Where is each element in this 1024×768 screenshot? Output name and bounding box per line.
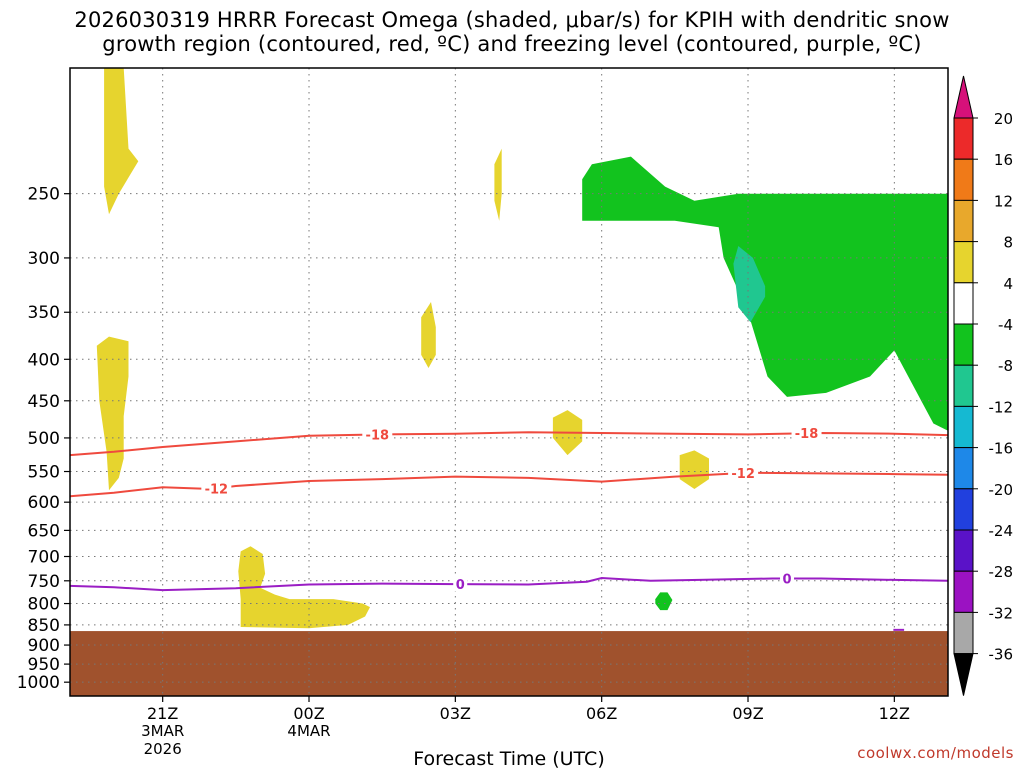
- x-tick-label-21Z: 21Z: [147, 704, 178, 723]
- colorbar-box-5: [953, 323, 974, 366]
- y-axis: 2503003504004505005506006507007508008509…: [17, 185, 70, 693]
- x-tick-label-09Z: 09Z: [732, 704, 763, 723]
- dgz-contour-1-label-0: -12: [205, 482, 229, 497]
- y-tick-label-450: 450: [28, 392, 60, 412]
- y-tick-label-600: 600: [28, 493, 60, 513]
- colorbar-label-7: -12: [989, 398, 1014, 416]
- y-tick-label-950: 950: [28, 655, 60, 675]
- colorbar-box-2: [953, 199, 974, 243]
- x-tick-sublabel-00Z: 4MAR: [287, 722, 330, 740]
- omega-region-6: [238, 546, 370, 629]
- omega-region-5: [679, 450, 709, 489]
- chart-title-line-2: growth region (contoured, red, ºC) and f…: [102, 32, 922, 56]
- colorbar-label-8: -16: [989, 440, 1014, 458]
- freezing-contour-0-label-1: 0: [783, 572, 792, 587]
- dgz-contour-0-label-bg-1: [791, 426, 822, 441]
- colorbar-box-8: [953, 447, 974, 490]
- dgz-contour-1-label-1: -12: [731, 467, 755, 482]
- x-tick-sublabel2-21Z: 2026: [144, 740, 182, 758]
- colorbar-label-3: 8: [1003, 234, 1013, 252]
- y-tick-label-300: 300: [28, 249, 60, 269]
- colorbar-label-4: 4: [1003, 275, 1013, 293]
- y-tick-label-400: 400: [28, 350, 60, 370]
- x-tick-label-00Z: 00Z: [293, 704, 324, 723]
- colorbar-label-0: 20: [994, 110, 1013, 128]
- colorbar-box-0: [953, 117, 974, 160]
- colorbar-cap-top: [953, 75, 974, 119]
- y-tick-label-250: 250: [28, 185, 60, 205]
- freezing-contour-0-label-bg-0: [453, 577, 468, 592]
- colorbar-label-6: -8: [998, 357, 1013, 375]
- x-tick-label-12Z: 12Z: [879, 704, 910, 723]
- y-tick-label-850: 850: [28, 616, 60, 636]
- colorbar-label-2: 12: [994, 192, 1013, 210]
- chart-title-line-1: 2026030319 HRRR Forecast Omega (shaded, …: [74, 8, 950, 32]
- y-tick-label-700: 700: [28, 547, 60, 567]
- dgz-contour-1-line: [70, 471, 948, 498]
- colorbar-box-11: [953, 570, 974, 613]
- y-tick-label-350: 350: [28, 303, 60, 323]
- credit-link[interactable]: coolwx.com/models: [857, 744, 1014, 762]
- colorbar-label-9: -20: [989, 481, 1014, 499]
- colorbar-label-1: 16: [994, 151, 1013, 169]
- y-tick-label-650: 650: [28, 521, 60, 541]
- colorbar-box-7: [953, 405, 974, 449]
- plot-area: -18 -18 -12 -12 0 0: [69, 67, 949, 697]
- x-tick-label-03Z: 03Z: [440, 704, 471, 723]
- y-tick-label-500: 500: [28, 429, 60, 449]
- dgz-contour-0-label-0: -18: [366, 428, 390, 443]
- colorbar-cap-bottom: [953, 653, 974, 696]
- omega-region-2: [494, 148, 502, 221]
- colorbar-box-6: [953, 364, 974, 407]
- colorbar-label-10: -24: [989, 522, 1014, 540]
- plot-content: -18 -18 -12 -12 0 0: [70, 68, 948, 696]
- freezing-contour-0-label-bg-1: [780, 571, 795, 586]
- freezing-contour-0-label-0: 0: [456, 578, 465, 593]
- colorbar-box-9: [953, 488, 974, 531]
- y-tick-label-900: 900: [28, 636, 60, 656]
- omega-region-3: [421, 302, 436, 368]
- x-tick-sublabel-21Z: 3MAR: [141, 722, 184, 740]
- dgz-contour-1-label-bg-0: [201, 481, 232, 496]
- dgz-contour-0-label-bg-0: [362, 427, 393, 442]
- colorbar-box-4: [953, 282, 974, 325]
- colorbar-box-3: [953, 241, 974, 284]
- plot-frame: [69, 67, 949, 697]
- x-axis-title: Forecast Time (UTC): [413, 748, 604, 768]
- omega-region-0: [104, 68, 139, 215]
- colorbar-box-10: [953, 529, 974, 572]
- y-tick-label-800: 800: [28, 595, 60, 615]
- colorbar: 20 16 12 8 4 -4 -8 -12 -16 -20 -24 -28 -32 -36: [953, 75, 1014, 696]
- colorbar-box-12: [953, 611, 974, 655]
- colorbar-label-12: -32: [989, 604, 1014, 622]
- y-tick-label-550: 550: [28, 463, 60, 483]
- dgz-contour-0-label-1: -18: [795, 427, 819, 442]
- freezing-contour-0-line: [70, 576, 948, 592]
- y-tick-label-750: 750: [28, 572, 60, 592]
- ground-terrain: [70, 631, 948, 696]
- colorbar-label-11: -28: [989, 563, 1014, 581]
- omega-region-8: [655, 592, 673, 611]
- omega-region-9: [733, 246, 766, 323]
- x-tick-label-06Z: 06Z: [586, 704, 617, 723]
- colorbar-label-13: -36: [989, 646, 1014, 664]
- chart-title: 2026030319 HRRR Forecast Omega (shaded, …: [0, 8, 1024, 56]
- colorbar-label-5: -4: [998, 316, 1013, 334]
- dgz-contour-1-label-bg-1: [728, 466, 759, 481]
- colorbar-box-1: [953, 158, 974, 201]
- y-tick-label-1000: 1000: [17, 673, 60, 693]
